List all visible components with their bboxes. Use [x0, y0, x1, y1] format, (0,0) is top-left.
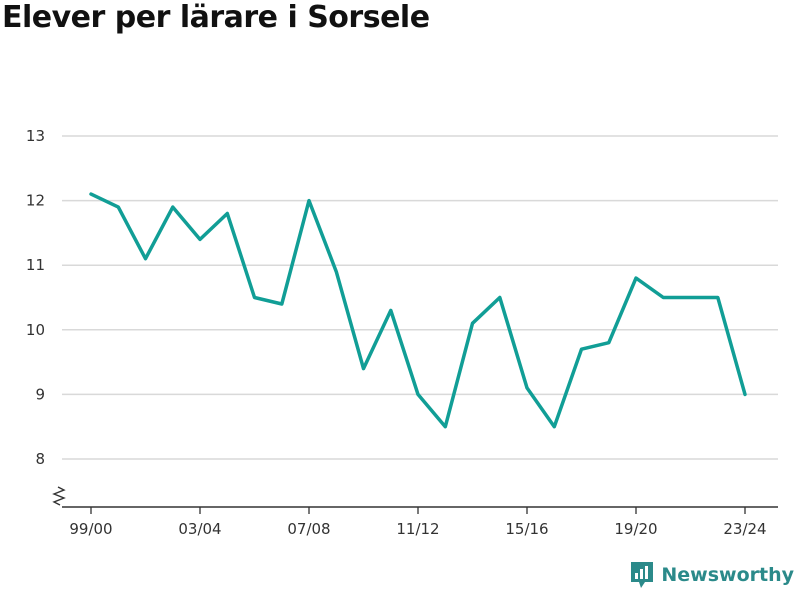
data-point	[498, 296, 501, 299]
data-point	[144, 257, 147, 260]
data-point	[171, 205, 174, 209]
x-tick-label: 99/00	[69, 520, 112, 538]
brand-logo: Newsworthy	[629, 560, 794, 590]
data-point	[335, 270, 338, 273]
x-axis: 99/00 03/04 07/08 11/12 15/16 19/20 23/24	[62, 506, 778, 538]
y-tick-label: 11	[26, 256, 45, 274]
data-point	[525, 386, 529, 390]
data-point	[280, 302, 283, 306]
chart-title: Elever per lärare i Sorsele	[2, 0, 430, 35]
data-point	[743, 393, 747, 396]
data-point	[689, 296, 692, 299]
data-point	[662, 296, 665, 299]
series-layer	[89, 192, 747, 429]
x-tick-label: 07/08	[287, 520, 330, 538]
data-point	[444, 425, 447, 428]
data-point	[362, 367, 365, 370]
series-line	[89, 192, 747, 429]
x-tick-label: 19/20	[614, 520, 657, 538]
data-point	[89, 192, 93, 196]
y-axis: 8 9 10 11 12 13	[26, 127, 66, 506]
data-point	[607, 341, 610, 344]
y-tick-label: 10	[26, 321, 45, 339]
y-tick-label: 8	[35, 450, 45, 468]
x-tick-label: 11/12	[396, 520, 439, 538]
data-point	[580, 347, 583, 351]
data-point	[634, 276, 638, 280]
y-tick-label: 13	[26, 127, 45, 145]
y-tick-label: 12	[26, 192, 45, 210]
newsworthy-logo-icon	[631, 562, 654, 588]
data-point	[389, 309, 392, 312]
data-point	[553, 425, 556, 428]
data-point	[226, 212, 229, 215]
x-tick-label: 03/04	[178, 520, 221, 538]
data-point	[416, 393, 420, 396]
data-point	[117, 205, 120, 209]
data-point	[471, 322, 474, 325]
x-tick-label: 15/16	[505, 520, 548, 538]
y-axis-break	[52, 486, 66, 506]
brand-name: Newsworthy	[661, 564, 794, 586]
data-point	[253, 296, 256, 299]
y-tick-label: 9	[35, 385, 45, 403]
data-point	[307, 199, 311, 202]
x-tick-label: 23/24	[723, 520, 766, 538]
data-point	[716, 296, 719, 299]
data-point	[198, 238, 202, 241]
